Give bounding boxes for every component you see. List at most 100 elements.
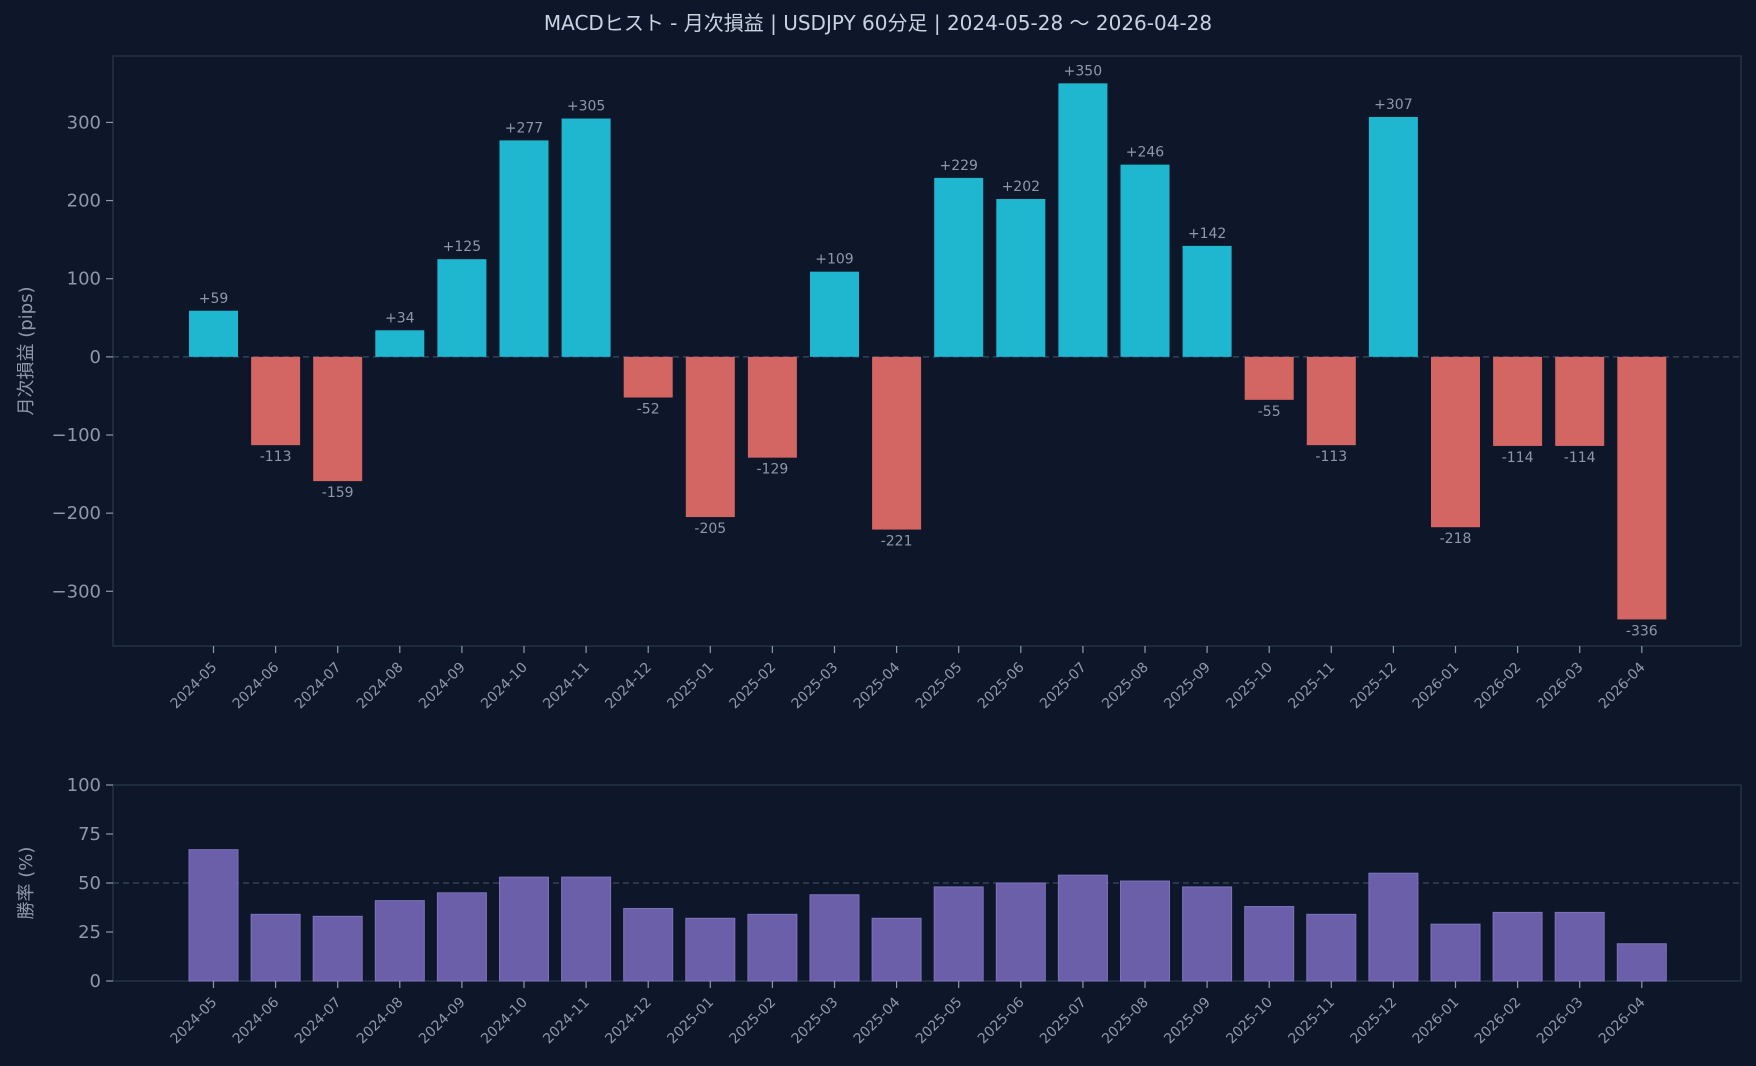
winrate-x-tick-label: 2026-01 xyxy=(1410,995,1463,1048)
pnl-x-tick-label: 2025-04 xyxy=(851,659,904,712)
pnl-bar xyxy=(1306,356,1356,446)
pnl-bar xyxy=(437,259,487,357)
pnl-x-tick-label: 2024-12 xyxy=(602,660,655,713)
pnl-bar xyxy=(1493,356,1543,446)
winrate-y-tick-label: 75 xyxy=(78,824,101,845)
winrate-x-tick-label: 2024-08 xyxy=(354,995,407,1048)
winrate-bar xyxy=(1430,923,1481,982)
pnl-y-tick-label: 100 xyxy=(67,269,101,290)
winrate-x-tick-label: 2025-12 xyxy=(1348,995,1401,1048)
pnl-bar xyxy=(1182,245,1232,357)
pnl-x-tick-label: 2025-01 xyxy=(664,660,717,713)
winrate-bar xyxy=(499,876,549,982)
pnl-x-tick-label: 2025-02 xyxy=(727,660,780,713)
pnl-value-label: -114 xyxy=(1564,450,1596,466)
pnl-x-tick-label: 2026-04 xyxy=(1596,659,1649,712)
winrate-x-tick-label: 2025-10 xyxy=(1223,995,1276,1048)
pnl-bar xyxy=(1555,356,1605,446)
pnl-x-tick-label: 2024-05 xyxy=(168,660,221,713)
pnl-bar xyxy=(685,356,735,518)
winrate-y-tick-label: 50 xyxy=(78,873,101,894)
winrate-bar xyxy=(1120,880,1170,982)
pnl-value-label: +307 xyxy=(1374,97,1412,113)
pnl-value-label: -114 xyxy=(1502,450,1534,466)
pnl-value-label: -336 xyxy=(1626,623,1658,639)
pnl-y-axis-label: 月次損益 (pips) xyxy=(16,287,37,416)
winrate-x-tick-label: 2025-06 xyxy=(975,994,1028,1047)
winrate-bar xyxy=(1182,886,1233,982)
winrate-x-tick-label: 2024-12 xyxy=(602,995,655,1048)
pnl-bar xyxy=(375,330,425,357)
pnl-x-tick-label: 2026-01 xyxy=(1410,660,1463,713)
winrate-bar xyxy=(685,917,736,982)
pnl-bar xyxy=(499,140,549,357)
pnl-bar xyxy=(934,177,984,357)
pnl-x-tick-label: 2026-03 xyxy=(1534,660,1587,713)
winrate-x-tick-label: 2024-05 xyxy=(168,995,221,1048)
winrate-x-tick-label: 2026-03 xyxy=(1534,995,1587,1048)
pnl-value-label: +34 xyxy=(385,310,415,326)
winrate-y-tick-label: 25 xyxy=(78,922,101,943)
pnl-x-tick-label: 2024-09 xyxy=(416,660,469,713)
winrate-bar xyxy=(250,913,301,982)
pnl-value-label: +109 xyxy=(815,252,853,268)
pnl-x-tick-label: 2025-12 xyxy=(1348,660,1401,713)
pnl-bar xyxy=(251,356,301,446)
pnl-x-tick-label: 2025-11 xyxy=(1285,660,1338,713)
winrate-x-tick-label: 2025-04 xyxy=(851,994,904,1047)
pnl-bar xyxy=(1431,356,1480,528)
pnl-x-tick-label: 2025-10 xyxy=(1223,660,1276,713)
pnl-bar xyxy=(996,199,1046,357)
pnl-x-tick-label: 2025-08 xyxy=(1099,660,1152,713)
pnl-bar xyxy=(1120,164,1170,357)
pnl-y-tick-label: 200 xyxy=(67,191,101,212)
pnl-x-tick-label: 2024-08 xyxy=(354,660,407,713)
winrate-bar xyxy=(312,915,363,982)
pnl-bar xyxy=(189,310,238,357)
pnl-y-tick-label: −200 xyxy=(52,503,101,524)
winrate-y-tick-label: 0 xyxy=(90,971,101,992)
winrate-bar xyxy=(623,907,674,982)
pnl-x-tick-label: 2024-10 xyxy=(478,660,531,713)
pnl-x-tick-label: 2025-06 xyxy=(975,659,1028,712)
pnl-value-label: -218 xyxy=(1440,531,1472,547)
pnl-bar xyxy=(810,271,859,357)
winrate-y-axis-label: 勝率 (%) xyxy=(16,847,37,920)
winrate-bar xyxy=(436,892,487,982)
winrate-x-tick-label: 2026-04 xyxy=(1596,994,1649,1047)
winrate-bar xyxy=(188,849,239,982)
winrate-y-tick-label: 100 xyxy=(67,775,101,796)
pnl-value-label: +142 xyxy=(1188,226,1226,242)
pnl-value-label: -159 xyxy=(322,485,354,501)
winrate-x-tick-label: 2024-09 xyxy=(416,995,469,1048)
pnl-value-label: -129 xyxy=(757,462,789,478)
pnl-y-tick-label: 0 xyxy=(90,347,101,368)
pnl-bar xyxy=(623,356,673,398)
pnl-y-tick-label: 300 xyxy=(67,112,101,133)
winrate-bar xyxy=(995,882,1046,982)
pnl-bar xyxy=(1368,116,1418,357)
pnl-value-label: +277 xyxy=(505,120,543,136)
winrate-bar xyxy=(1368,872,1419,982)
pnl-bar xyxy=(313,356,363,482)
pnl-value-label: -205 xyxy=(694,521,726,537)
pnl-bar xyxy=(872,356,922,530)
winrate-bar xyxy=(1306,913,1357,982)
winrate-x-tick-label: 2025-11 xyxy=(1285,995,1338,1048)
pnl-value-label: +350 xyxy=(1064,63,1102,79)
winrate-x-tick-label: 2025-03 xyxy=(789,995,842,1048)
pnl-x-tick-label: 2024-07 xyxy=(292,660,345,713)
winrate-bar xyxy=(1244,906,1295,982)
pnl-value-label: +125 xyxy=(443,239,481,255)
winrate-bar xyxy=(871,917,922,982)
winrate-bar xyxy=(809,894,860,982)
pnl-value-label: +246 xyxy=(1126,145,1165,161)
winrate-bar xyxy=(1616,943,1667,982)
winrate-x-tick-label: 2024-06 xyxy=(230,994,283,1047)
monthly-pnl-panel: 300 200 100 0 −100 −200 −300 +59 2024-05 -113 2024… xyxy=(16,55,1742,713)
pnl-value-label: -113 xyxy=(260,449,292,465)
winrate-x-tick-label: 2025-01 xyxy=(664,995,717,1048)
pnl-value-label: -113 xyxy=(1315,449,1347,465)
pnl-value-label: +59 xyxy=(199,291,229,307)
